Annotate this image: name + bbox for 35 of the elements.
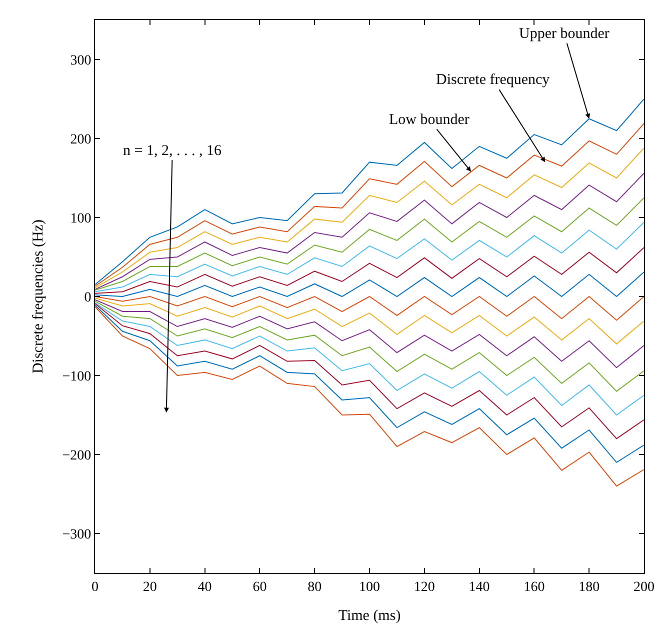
x-tick-label: 20 [142,580,157,595]
x-tick-label: 160 [524,580,545,595]
x-tick-label: 120 [414,580,435,595]
x-tick-label: 80 [308,580,322,595]
line-series [95,197,644,291]
line-series [95,172,644,290]
y-tick-label: 100 [70,211,92,226]
y-tick-label: −100 [62,369,92,384]
line-series [95,302,644,416]
x-tick-label: 140 [468,580,490,595]
line-series [95,299,644,368]
annotation: n = 1, 2, . . . , 16 [123,143,222,159]
line-series [95,222,644,292]
x-tick-label: 100 [359,580,380,595]
line-series [95,272,644,297]
x-tick-label: 40 [198,580,212,595]
line-series [95,296,644,321]
annotation: Low bounder [389,112,470,128]
y-axis-title: Discrete frequencies (Hz) [30,219,47,374]
line-series [95,303,644,440]
annotation: Discrete frequency [436,72,550,88]
annotation: Upper bounder [519,26,610,42]
x-tick-label: 180 [578,580,600,595]
y-tick-label: −300 [62,527,92,542]
x-axis-title: Time (ms) [338,608,401,624]
y-tick-label: 0 [84,290,92,306]
y-tick-label: 300 [70,53,92,68]
line-series [95,298,644,344]
line-series [95,147,644,288]
line-series [95,300,644,392]
line-series [95,247,644,294]
x-tick-label: 200 [634,580,654,595]
y-tick-label: −200 [62,448,92,464]
y-tick-label: 200 [70,132,92,148]
x-tick-label: 60 [252,580,267,595]
